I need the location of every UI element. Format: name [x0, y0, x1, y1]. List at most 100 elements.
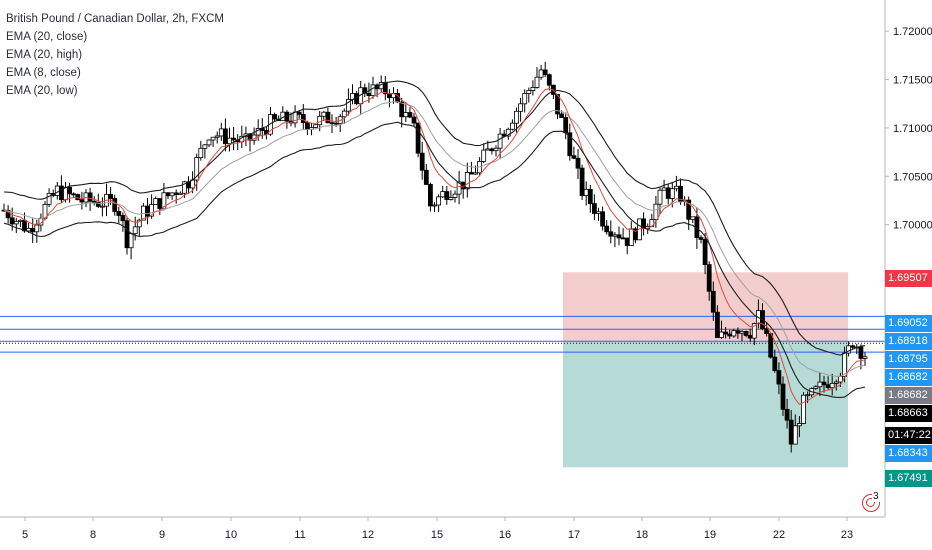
legend-ema-20-close[interactable]: EMA (20, close): [6, 31, 88, 43]
ema-lines: [3, 80, 866, 406]
candle-body: [567, 132, 573, 157]
candle-body: [194, 157, 200, 181]
candle-body: [202, 144, 208, 149]
candle-body: [22, 219, 27, 232]
candle-body: [764, 328, 769, 334]
candle-body: [432, 204, 437, 207]
price-label: 1.67491: [885, 470, 932, 487]
price-label: 1.68918: [885, 333, 932, 350]
candle-body: [46, 192, 52, 205]
candle-body: [817, 381, 823, 388]
candle-body: [612, 234, 618, 237]
price-tick-label: 1.71500: [893, 75, 932, 87]
candle-body: [825, 384, 831, 389]
time-axis[interactable]: 5 8 9 10 11 12 15 16 17 18 19 22 23: [22, 517, 853, 541]
candle-body: [546, 74, 552, 86]
candle-body: [173, 192, 179, 195]
candle-body: [407, 112, 413, 118]
position-tool-zones[interactable]: [563, 272, 848, 468]
candle-body: [341, 110, 347, 118]
candle-body: [464, 172, 470, 190]
candle-body: [600, 211, 605, 227]
candle-body: [333, 122, 339, 125]
candle-body: [862, 356, 868, 359]
candle-body: [448, 197, 454, 200]
candle-body: [596, 211, 601, 214]
candle-body: [813, 386, 819, 389]
time-tick-label: 22: [773, 529, 785, 541]
price-tick-label: 1.70000: [893, 220, 932, 232]
candle-body: [268, 114, 273, 135]
candle-body: [772, 356, 778, 371]
candle-body: [850, 345, 856, 348]
candle-body: [210, 136, 216, 141]
legend-ema-20-low[interactable]: EMA (20, low): [6, 85, 78, 97]
candle-body: [801, 394, 806, 424]
candle-body: [59, 185, 64, 201]
candle-body: [161, 192, 167, 210]
price-label: 1.68795: [885, 351, 932, 368]
candle-body: [727, 333, 733, 337]
candle-body: [473, 172, 478, 175]
candle-body: [731, 330, 737, 337]
candle-body: [34, 224, 40, 233]
candle-body: [157, 198, 163, 210]
candle-body: [177, 192, 183, 195]
time-tick-label: 11: [294, 529, 305, 541]
candle-body: [329, 122, 335, 125]
candle-body: [649, 219, 655, 227]
ema-20-high-line: [3, 80, 866, 356]
candle-body: [427, 184, 433, 207]
candle-body: [715, 311, 720, 338]
candle-body: [743, 331, 749, 336]
candle-body: [198, 147, 204, 159]
candle-body: [13, 220, 19, 225]
candle-body: [423, 169, 429, 185]
candle-body: [91, 200, 97, 203]
candle-body: [698, 237, 704, 240]
candle-body: [719, 331, 724, 338]
candle-body: [206, 139, 212, 146]
candle-body: [370, 84, 376, 96]
candle-body: [538, 69, 544, 78]
candle-body: [399, 101, 405, 118]
time-tick-label: 18: [636, 529, 648, 541]
candle-body: [563, 117, 569, 134]
candle-body: [587, 188, 593, 204]
candle-body: [608, 231, 614, 237]
time-tick-label: 23: [841, 529, 853, 541]
time-tick-label: 8: [90, 529, 96, 541]
ema-8-close-line: [3, 88, 866, 406]
candle-body: [493, 147, 499, 152]
candle-body: [169, 192, 175, 197]
candle-body: [821, 381, 827, 386]
time-tick-label: 19: [704, 529, 716, 541]
price-label: 1.69507: [885, 270, 932, 287]
candle-body: [530, 87, 536, 91]
candle-body: [559, 113, 564, 118]
candle-body: [686, 199, 692, 220]
candle-body: [628, 228, 634, 246]
candle-body: [669, 188, 675, 199]
candle-body: [108, 193, 113, 199]
candle-body: [505, 128, 511, 137]
candle-body: [751, 323, 757, 339]
price-axis[interactable]: 1.72000 1.71500 1.71000 1.70500 1.70000: [0, 0, 932, 518]
candle-body: [481, 149, 487, 162]
candle-body: [132, 226, 138, 235]
candle-body: [624, 237, 630, 246]
candle-body: [313, 124, 319, 128]
candle-body: [739, 331, 745, 334]
legend-ema-8-close[interactable]: EMA (8, close): [6, 67, 81, 79]
candle-body: [218, 128, 224, 137]
candle-body: [723, 331, 728, 335]
legend-ema-20-high[interactable]: EMA (20, high): [6, 49, 83, 61]
candle-body: [112, 198, 118, 212]
symbol-title[interactable]: British Pound / Canadian Dollar, 2h, FXC…: [6, 13, 224, 25]
candle-body: [784, 408, 790, 421]
candle-body: [665, 187, 671, 199]
candle-body: [304, 122, 310, 130]
candle-body: [747, 335, 753, 339]
candle-body: [637, 218, 642, 241]
